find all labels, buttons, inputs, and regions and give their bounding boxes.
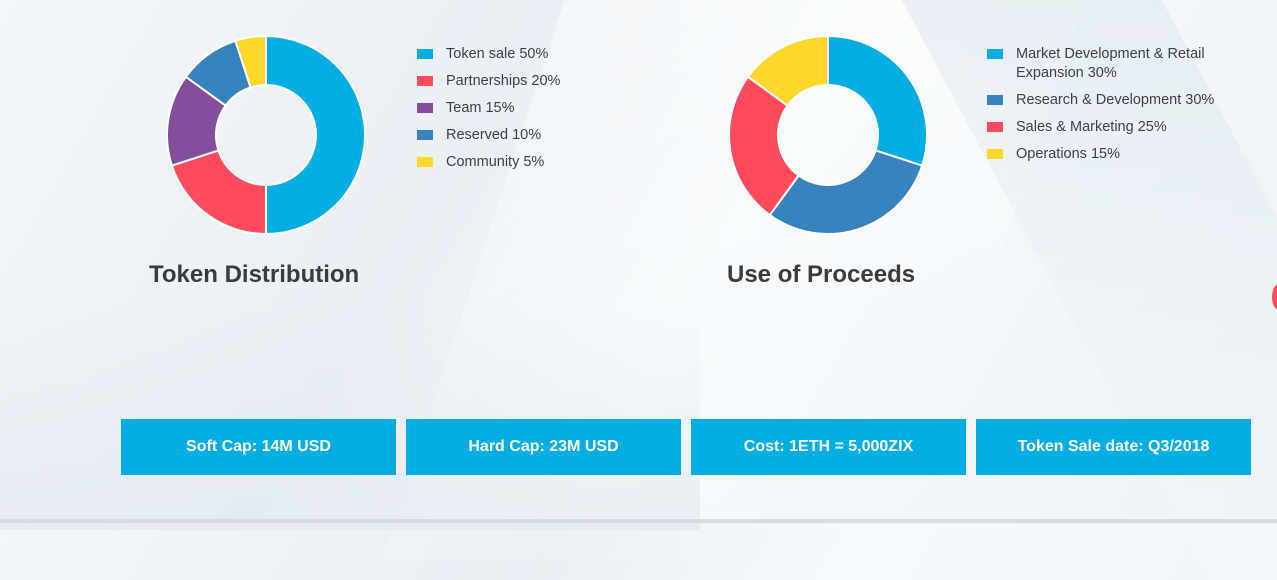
legend-label: Community 5% xyxy=(446,154,545,170)
bottom-divider xyxy=(0,519,1277,523)
legend-item-partnerships-20: Partnerships 20% xyxy=(417,72,617,91)
legend-swatch xyxy=(417,157,433,167)
legend-swatch xyxy=(417,49,433,59)
use-of-proceeds-legend: Market Development & Retail Expansion 30… xyxy=(987,45,1237,172)
token-distribution-legend: Token sale 50% Partnerships 20% Team 15% Re… xyxy=(417,45,617,180)
legend-swatch xyxy=(987,95,1003,105)
legend-label: Team 15% xyxy=(446,100,515,116)
use-of-proceeds-donut-chart xyxy=(728,34,928,235)
legend-label: Market Development & Retail Expansion 30… xyxy=(1016,46,1205,81)
floating-scroll-button[interactable] xyxy=(1272,284,1277,310)
legend-label: Partnerships 20% xyxy=(446,73,561,89)
donut-slice-partnerships-20 xyxy=(170,149,267,236)
legend-item-reserved-10: Reserved 10% xyxy=(417,126,617,145)
donut-slice-market-development-retail-expansion-30 xyxy=(827,34,928,167)
token-sale-date-box: Token Sale date: Q3/2018 xyxy=(976,419,1251,475)
legend-item-operations-15: Operations 15% xyxy=(987,145,1237,164)
legend-item-research-development-30: Research & Development 30% xyxy=(987,91,1237,110)
legend-swatch xyxy=(417,130,433,140)
hard-cap-box: Hard Cap: 23M USD xyxy=(406,419,681,475)
legend-label: Token sale 50% xyxy=(446,46,549,62)
token-cost-box: Cost: 1ETH = 5,000ZIX xyxy=(691,419,966,475)
donut-slice-research-development-30 xyxy=(768,149,924,235)
legend-item-market-development-retail-expansion-30: Market Development & Retail Expansion 30… xyxy=(987,45,1237,83)
donut-slice-token-sale-50 xyxy=(265,34,366,236)
legend-item-community-5: Community 5% xyxy=(417,153,617,172)
legend-item-sales-marketing-25: Sales & Marketing 25% xyxy=(987,118,1237,137)
legend-label: Research & Development 30% xyxy=(1016,92,1215,108)
soft-cap-box: Soft Cap: 14M USD xyxy=(121,419,396,475)
legend-swatch xyxy=(417,76,433,86)
legend-item-token-sale-50: Token sale 50% xyxy=(417,45,617,64)
donut-slice-sales-marketing-25 xyxy=(728,75,801,217)
background-bottom-shade xyxy=(0,300,700,530)
donut-slice-operations-15 xyxy=(746,34,829,108)
token-distribution-title: Token Distribution xyxy=(149,261,360,288)
donut-slice-community-5 xyxy=(234,34,267,89)
legend-swatch xyxy=(987,149,1003,159)
legend-item-team-15: Team 15% xyxy=(417,99,617,118)
legend-label: Sales & Marketing 25% xyxy=(1016,119,1167,135)
token-distribution-donut-chart xyxy=(166,34,366,236)
legend-swatch xyxy=(987,122,1003,132)
legend-label: Operations 15% xyxy=(1016,146,1120,162)
legend-swatch xyxy=(417,103,433,113)
legend-label: Reserved 10% xyxy=(446,127,542,143)
legend-swatch xyxy=(987,49,1003,59)
use-of-proceeds-title: Use of Proceeds xyxy=(727,261,916,288)
